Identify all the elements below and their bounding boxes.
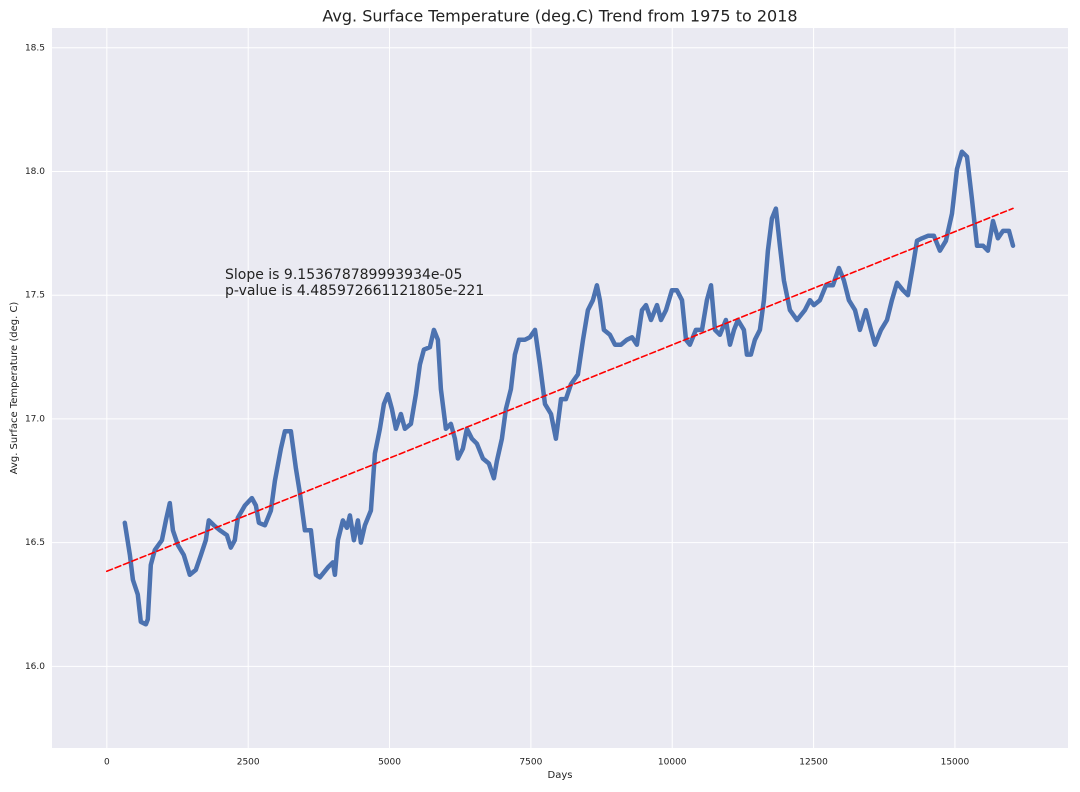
- x-tick-label: 15000: [941, 758, 970, 768]
- x-tick-label: 10000: [658, 758, 687, 768]
- y-tick-label: 17.5: [25, 291, 45, 301]
- x-tick-label: 7500: [519, 758, 542, 768]
- x-axis-label: Days: [548, 770, 573, 781]
- x-tick-label: 12500: [799, 758, 828, 768]
- annotation: Slope is 9.153678789993934e-05: [225, 267, 462, 283]
- y-tick-label: 16.5: [25, 538, 45, 548]
- annotation: p-value is 4.485972661121805e-221: [225, 283, 484, 299]
- y-tick-label: 18.0: [25, 167, 45, 177]
- y-tick-label: 17.0: [25, 414, 45, 424]
- plot-background: [52, 28, 1068, 748]
- y-axis-label: Avg. Surface Temperature (deg. C): [9, 302, 20, 475]
- data-line: [122, 149, 1016, 627]
- y-tick-label: 18.5: [25, 43, 45, 53]
- x-tick-label: 0: [104, 758, 110, 768]
- trend-line: [106, 207, 1014, 573]
- y-tick-label: 16.0: [25, 662, 45, 672]
- chart-title: Avg. Surface Temperature (deg.C) Trend f…: [322, 7, 797, 26]
- x-tick-label: 2500: [237, 758, 260, 768]
- x-tick-label: 5000: [378, 758, 401, 768]
